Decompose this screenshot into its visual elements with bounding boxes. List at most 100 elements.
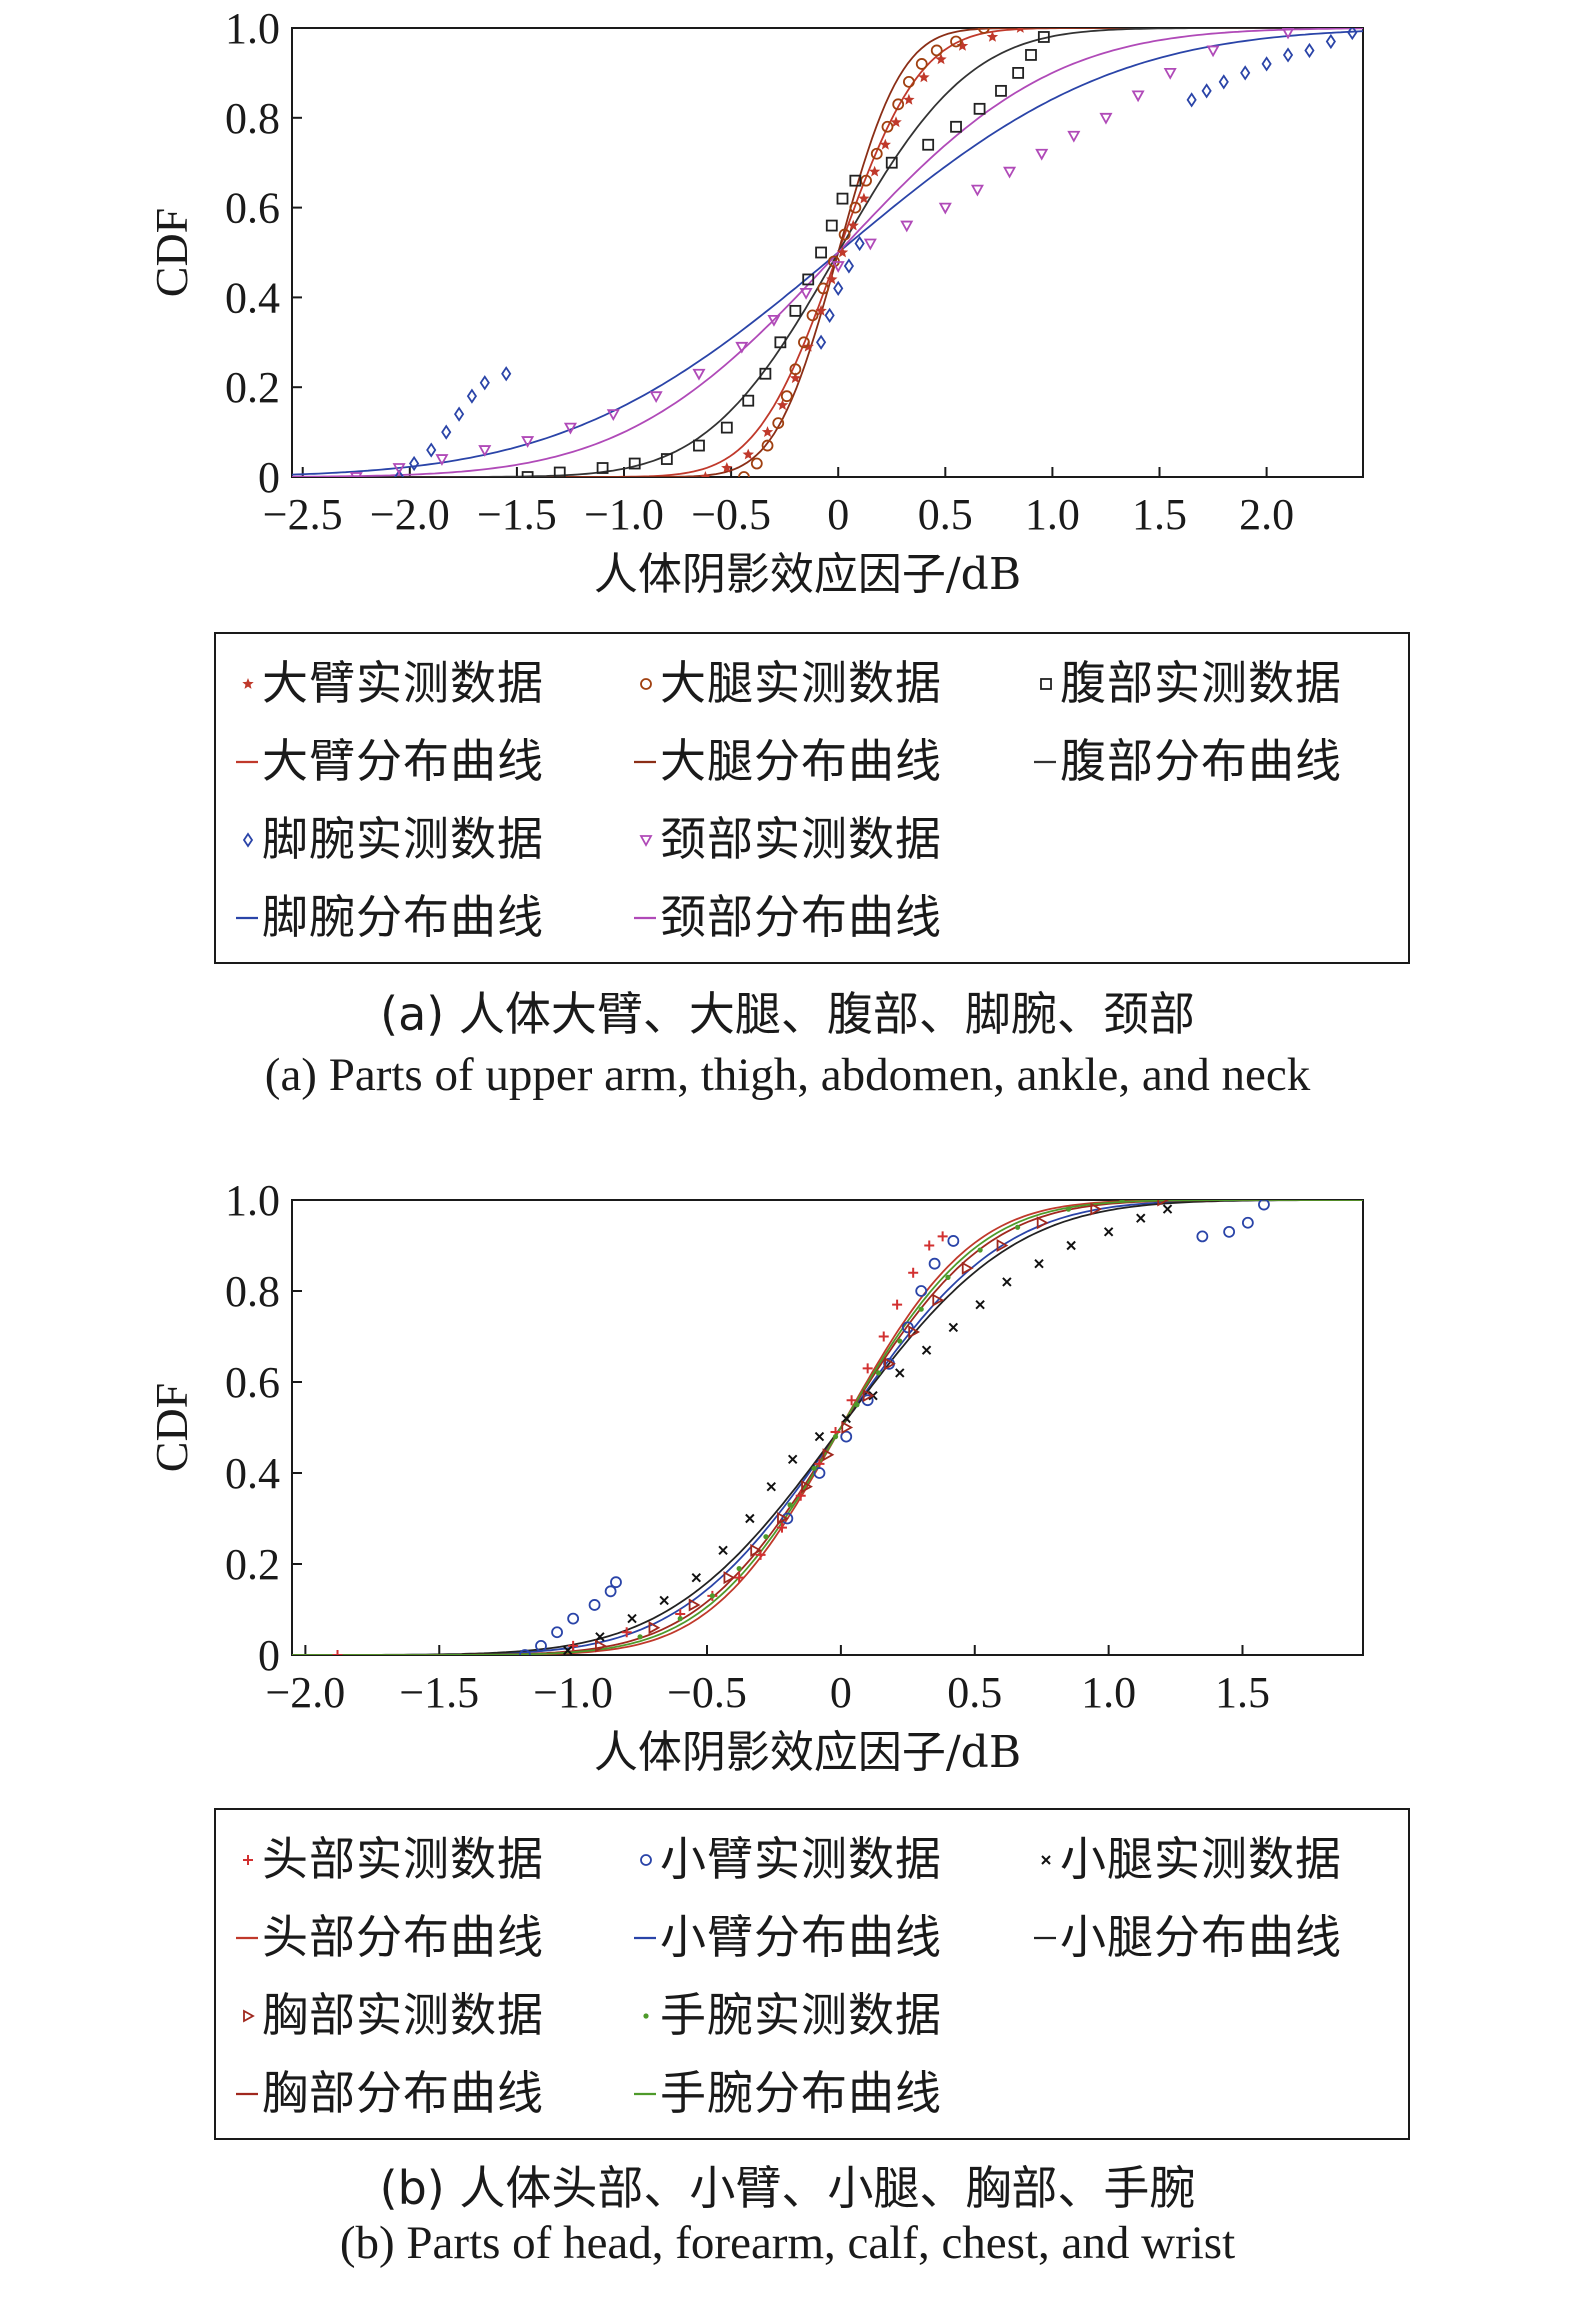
x-tick-label: −1.0 xyxy=(584,490,664,539)
data-point xyxy=(995,84,1007,97)
legend-a: 大臂实测数据 大腿实测数据 腹部实测数据 大臂分布曲线 大腿分布曲线 腹部分布曲线 脚腕实测… xyxy=(214,632,1410,964)
legend-item: 颈部分布曲线 xyxy=(626,872,942,956)
data-point xyxy=(930,44,943,57)
data-point xyxy=(776,1522,787,1533)
data-point xyxy=(604,1585,617,1598)
legend-label: 颈部分布曲线 xyxy=(660,890,942,944)
data-point xyxy=(1240,65,1251,81)
data-point xyxy=(901,1321,914,1334)
data-point xyxy=(884,1357,896,1371)
data-point xyxy=(813,1467,826,1479)
data-point xyxy=(878,1331,889,1342)
legend-item: 小腿分布曲线 xyxy=(1026,1892,1342,1976)
data-point xyxy=(801,1480,813,1494)
legend-swatch xyxy=(640,678,652,690)
data-point xyxy=(862,1389,875,1403)
data-point xyxy=(736,1565,742,1572)
y-tick-label: 0.8 xyxy=(225,94,280,143)
series-curve xyxy=(292,1200,1363,1655)
data-point xyxy=(1347,28,1358,41)
legend-marker xyxy=(242,832,254,848)
data-point xyxy=(833,280,844,297)
data-point xyxy=(996,1238,1009,1253)
data-point xyxy=(841,1413,851,1424)
data-point xyxy=(973,102,986,115)
y-axis-title: CDF xyxy=(146,208,197,297)
data-point xyxy=(862,1363,873,1374)
data-point xyxy=(948,1322,959,1333)
y-tick-label: 0.4 xyxy=(225,1449,280,1498)
data-point xyxy=(826,273,838,285)
data-point xyxy=(843,258,855,274)
data-point xyxy=(815,304,827,316)
data-point xyxy=(977,1247,983,1253)
x-tick-label: 1.5 xyxy=(1132,490,1187,539)
data-point xyxy=(709,1593,715,1599)
data-point xyxy=(720,421,733,434)
data-point xyxy=(1015,1224,1021,1230)
data-point xyxy=(479,375,490,391)
data-point xyxy=(627,1613,637,1624)
data-point xyxy=(1304,42,1315,59)
legend-item: 大腿分布曲线 xyxy=(626,716,942,800)
data-point xyxy=(1034,1258,1044,1269)
data-point xyxy=(836,246,849,258)
data-point xyxy=(1016,28,1024,33)
y-tick-label: 0 xyxy=(258,453,280,502)
data-point xyxy=(935,53,947,65)
y-tick-label: 0 xyxy=(258,1631,280,1680)
legend-label: 大腿实测数据 xyxy=(660,656,942,710)
data-point xyxy=(1186,92,1197,108)
x-axis-title: 人体阴影效应因子/dB xyxy=(594,549,1021,600)
data-point xyxy=(824,307,835,323)
data-point xyxy=(621,1627,632,1638)
data-point xyxy=(975,1299,985,1310)
x-tick-label: −0.5 xyxy=(667,1668,747,1717)
legend-label: 手腕实测数据 xyxy=(660,1988,942,2042)
data-point xyxy=(1162,1204,1173,1214)
data-point xyxy=(875,1370,881,1376)
legend-marker xyxy=(643,2013,649,2019)
data-point xyxy=(567,1612,580,1625)
data-point xyxy=(563,422,577,435)
x-tick-label: −2.0 xyxy=(265,1668,345,1717)
data-point xyxy=(535,1639,547,1652)
data-point xyxy=(932,1293,945,1307)
data-point xyxy=(836,192,849,205)
data-point xyxy=(426,442,437,458)
legend-label: 胸部分布曲线 xyxy=(262,2066,544,2120)
data-point xyxy=(815,334,827,350)
data-point xyxy=(908,1267,919,1278)
data-point xyxy=(610,1576,622,1589)
data-point xyxy=(551,1626,563,1639)
data-point xyxy=(521,436,535,448)
legend-label: 腹部分布曲线 xyxy=(1060,734,1342,788)
legend-label: 小腿实测数据 xyxy=(1060,1832,1342,1886)
data-point xyxy=(596,462,609,474)
y-tick-label: 0.6 xyxy=(225,184,280,233)
data-point xyxy=(1163,68,1177,80)
legend-swatch xyxy=(236,1936,258,1940)
x-tick-label: 0.5 xyxy=(918,490,973,539)
x-tick-label: −0.5 xyxy=(691,490,771,539)
x-tick-label: 0 xyxy=(830,1668,852,1717)
data-point xyxy=(897,1338,903,1344)
data-point xyxy=(922,138,935,151)
data-point xyxy=(777,1511,789,1526)
legend-b: 头部实测数据 小臂实测数据 小腿实测数据 头部分布曲线 小臂分布曲线 小腿分布曲线 胸部实测… xyxy=(214,1808,1410,2140)
data-point xyxy=(787,1454,798,1465)
y-tick-label: 0.8 xyxy=(225,1267,280,1316)
legend-marker xyxy=(640,1854,652,1866)
legend-swatch xyxy=(643,2013,649,2019)
legend-swatch xyxy=(1034,760,1056,764)
data-point xyxy=(648,1621,661,1635)
data-point xyxy=(693,439,705,452)
legend-swatch xyxy=(640,1854,652,1866)
legend-item: 腹部分布曲线 xyxy=(1026,716,1342,800)
x-tick-label: 0 xyxy=(827,490,849,539)
data-point xyxy=(938,202,952,215)
series-curve xyxy=(292,28,1363,477)
data-point xyxy=(628,457,641,470)
data-point xyxy=(435,454,449,466)
data-point xyxy=(588,1599,601,1611)
